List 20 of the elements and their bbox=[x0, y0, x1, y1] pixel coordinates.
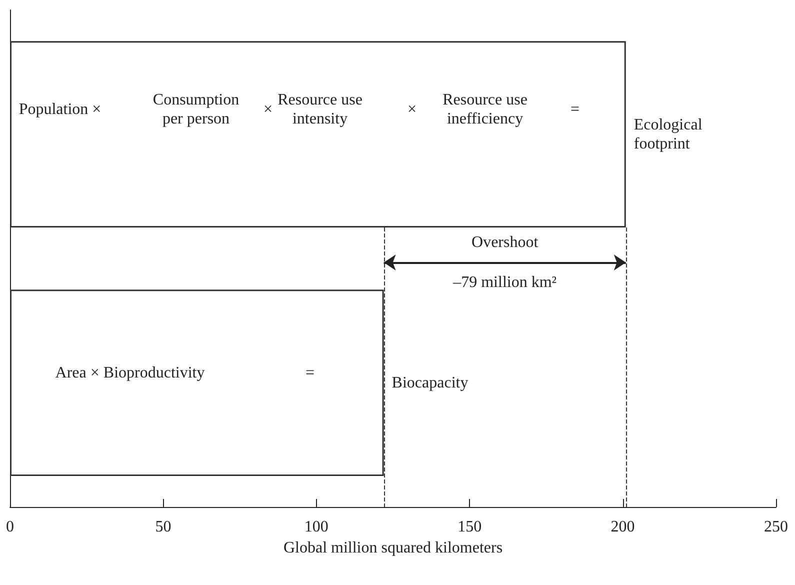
annotation: Population × bbox=[18, 100, 102, 118]
x-tick-label: 100 bbox=[304, 518, 328, 536]
x-tick-label: 50 bbox=[155, 518, 172, 536]
annotation: × bbox=[407, 100, 417, 118]
x-axis-title: Global million squared kilometers bbox=[283, 539, 503, 556]
x-tick-label: 0 bbox=[6, 518, 14, 536]
annotation: × bbox=[263, 100, 273, 118]
y-tick-label: Ecological footprint bbox=[634, 116, 706, 152]
x-tick-label: 200 bbox=[610, 518, 635, 536]
annotation: = bbox=[305, 364, 315, 382]
annotation: Overshoot bbox=[472, 234, 539, 251]
x-tick-label: 250 bbox=[764, 518, 788, 536]
annotation: Resource use intensity bbox=[278, 91, 362, 128]
annotation: Consumption per person bbox=[152, 91, 240, 128]
annotation: Resource use inefficiency bbox=[442, 91, 528, 128]
x-tick-label: 150 bbox=[458, 518, 482, 536]
annotation: = bbox=[570, 100, 580, 118]
annotation: Area × Bioproductivity bbox=[55, 364, 205, 382]
annotation: –79 million km² bbox=[452, 274, 557, 291]
y-tick-label: Biocapacity bbox=[392, 374, 468, 392]
